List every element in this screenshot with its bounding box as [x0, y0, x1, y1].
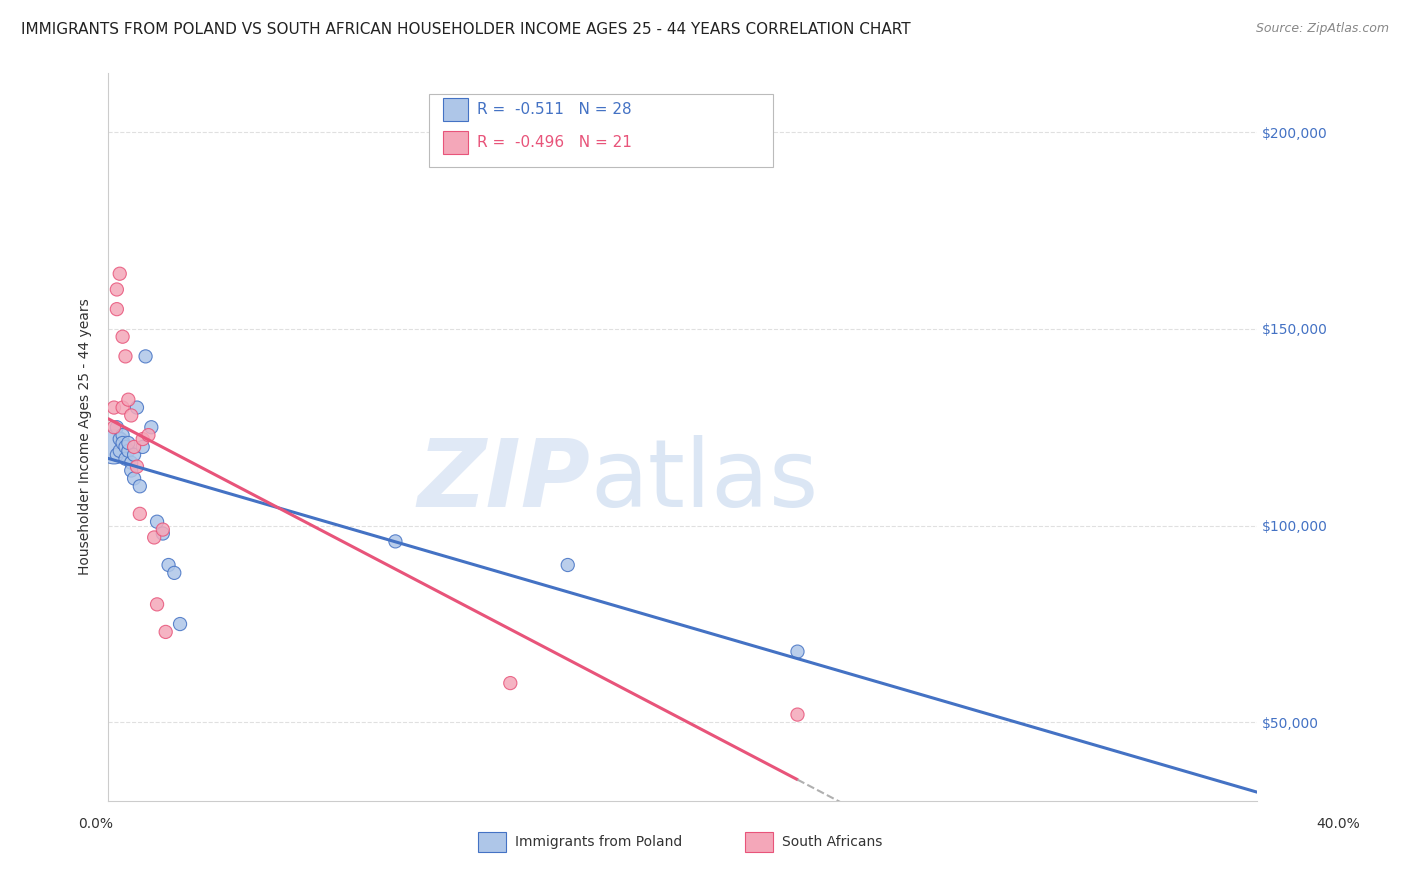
Text: Immigrants from Poland: Immigrants from Poland	[515, 835, 682, 849]
Point	[117, 436, 139, 450]
Point	[125, 459, 148, 474]
Point	[111, 329, 134, 343]
Point	[131, 440, 153, 454]
Point	[120, 409, 142, 423]
Text: 0.0%: 0.0%	[79, 817, 112, 830]
Text: Source: ZipAtlas.com: Source: ZipAtlas.com	[1256, 22, 1389, 36]
Point	[135, 350, 157, 364]
Point	[103, 440, 125, 454]
Point	[108, 432, 131, 446]
Point	[108, 443, 131, 458]
Point	[105, 420, 128, 434]
Point	[146, 515, 169, 529]
Point	[786, 707, 808, 722]
Point	[131, 432, 153, 446]
Point	[114, 451, 136, 466]
Text: 40.0%: 40.0%	[1316, 817, 1361, 830]
Point	[125, 401, 148, 415]
Point	[105, 448, 128, 462]
Point	[111, 428, 134, 442]
Point	[384, 534, 406, 549]
Point	[105, 302, 128, 317]
Point	[128, 479, 150, 493]
Point	[122, 440, 145, 454]
Point	[114, 440, 136, 454]
Point	[152, 526, 174, 541]
Point	[138, 428, 160, 442]
Point	[152, 523, 174, 537]
Point	[155, 624, 177, 639]
Point	[146, 598, 169, 612]
Point	[120, 456, 142, 470]
Point	[117, 443, 139, 458]
Point	[122, 471, 145, 485]
Point	[108, 267, 131, 281]
Point	[786, 644, 808, 658]
Point	[103, 401, 125, 415]
Point	[169, 617, 191, 632]
Point	[117, 392, 139, 407]
Text: R =  -0.496   N = 21: R = -0.496 N = 21	[477, 136, 631, 150]
Text: R =  -0.511   N = 28: R = -0.511 N = 28	[477, 103, 631, 117]
Text: IMMIGRANTS FROM POLAND VS SOUTH AFRICAN HOUSEHOLDER INCOME AGES 25 - 44 YEARS CO: IMMIGRANTS FROM POLAND VS SOUTH AFRICAN …	[21, 22, 911, 37]
Point	[499, 676, 522, 690]
Point	[128, 507, 150, 521]
Point	[105, 283, 128, 297]
Y-axis label: Householder Income Ages 25 - 44 years: Householder Income Ages 25 - 44 years	[79, 299, 93, 575]
Text: South Africans: South Africans	[782, 835, 882, 849]
Point	[114, 350, 136, 364]
Text: atlas: atlas	[591, 434, 818, 527]
Point	[141, 420, 163, 434]
Point	[143, 531, 166, 545]
Text: ZIP: ZIP	[418, 434, 591, 527]
Point	[557, 558, 579, 572]
Point	[122, 448, 145, 462]
Point	[120, 464, 142, 478]
Point	[103, 420, 125, 434]
Point	[157, 558, 180, 572]
Point	[163, 566, 186, 580]
Point	[111, 436, 134, 450]
Point	[111, 401, 134, 415]
